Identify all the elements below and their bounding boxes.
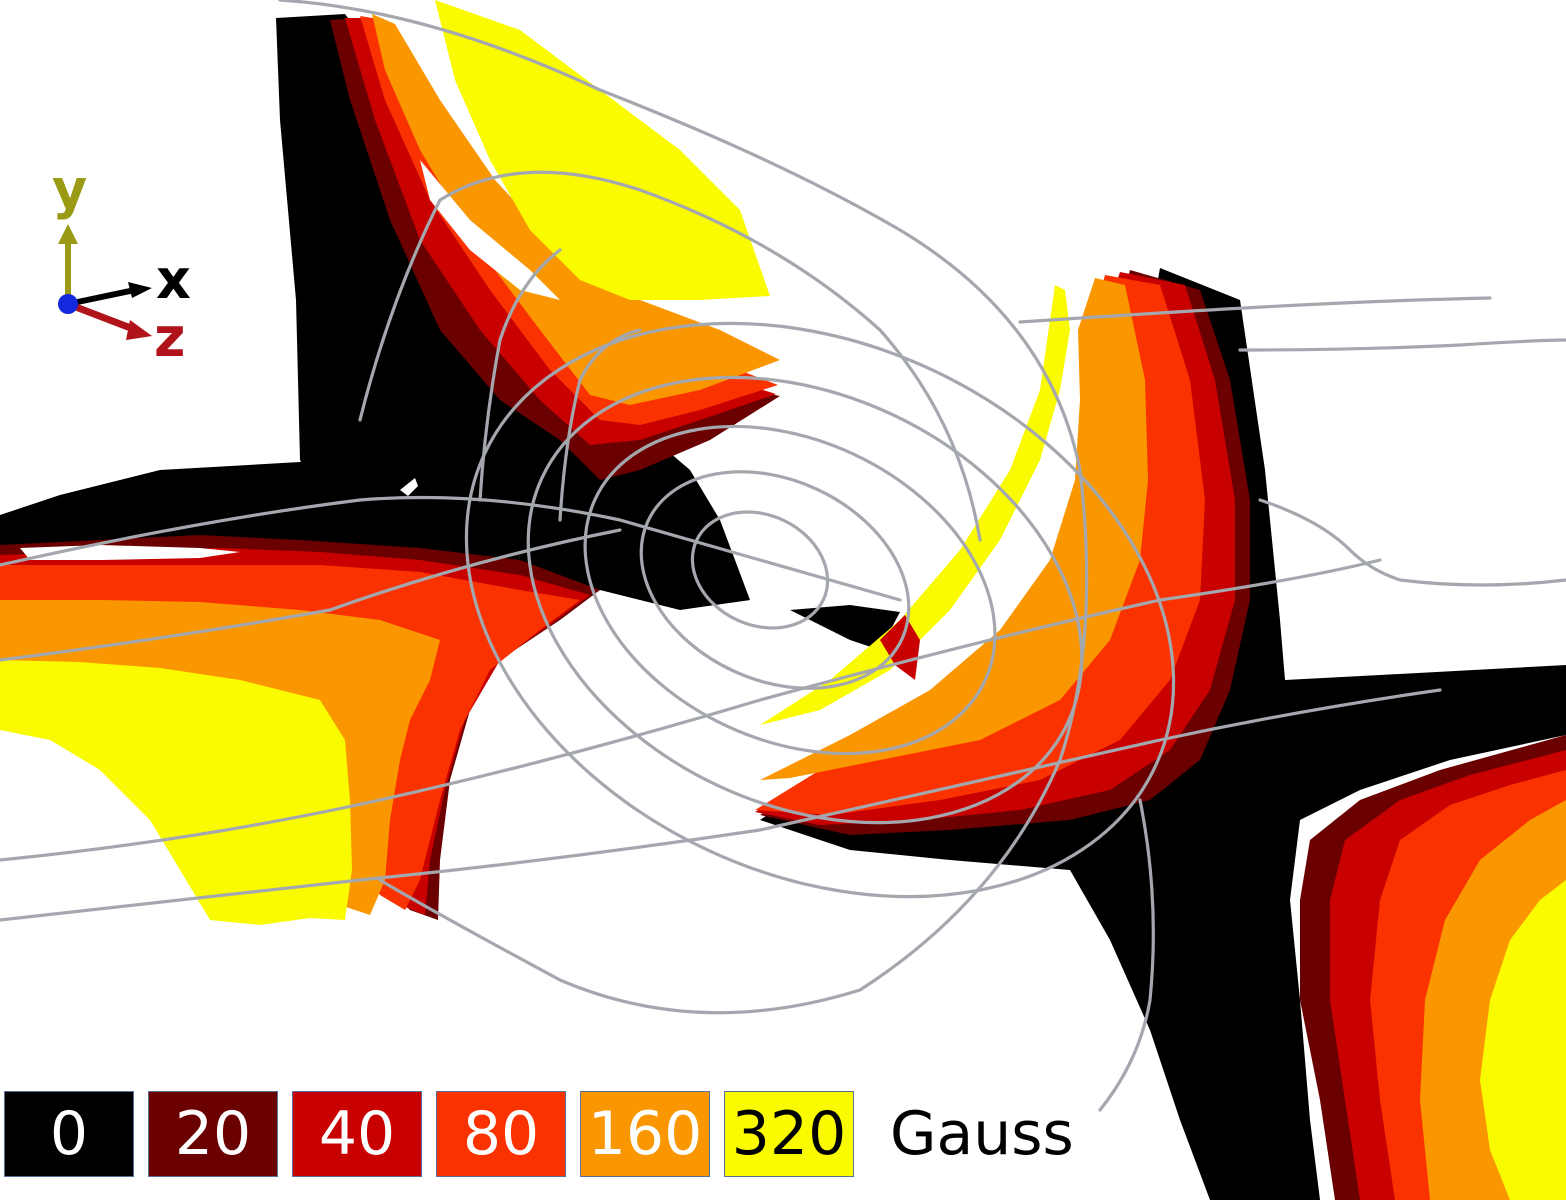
field-line-right-4 (1098, 798, 1155, 1112)
legend-unit-label: Gauss (890, 1099, 1074, 1169)
field-line-outer-2 (358, 170, 982, 542)
field-line-horizontal-2 (0, 528, 622, 662)
left-horizontal-yellow (0, 660, 352, 925)
left-vertical-orange (372, 14, 780, 405)
left-vertical-yellow (435, 0, 770, 300)
center-black-tip-right (790, 605, 900, 650)
field-line-right-3 (1258, 498, 1566, 587)
field-lines (0, 0, 1566, 1112)
field-line-horizontal-1 (0, 495, 902, 602)
z-axis-arrow (66, 300, 138, 334)
left-sheet-notch (400, 478, 418, 496)
axes-origin-dot (58, 294, 78, 314)
left-vertical-white-gap (420, 160, 560, 300)
legend-swatch-40: 40 (292, 1091, 422, 1177)
field-line-ring-4 (526, 375, 1084, 825)
legend-swatch-160: 160 (580, 1091, 710, 1177)
legend-label-80: 80 (462, 1099, 540, 1169)
x-axis-label: x (156, 248, 191, 311)
legend-label-320: 320 (731, 1099, 847, 1169)
axes-triad: y x z (52, 158, 191, 369)
legend-label-0: 0 (49, 1099, 89, 1169)
legend-label-160: 160 (587, 1099, 703, 1169)
field-line-ring-3 (583, 424, 997, 756)
color-legend: 0 20 40 80 160 320 Gauss (4, 1090, 1074, 1178)
legend-swatch-320: 320 (724, 1091, 854, 1177)
right-curved-sheet (755, 268, 1566, 1200)
field-line-horizontal-3 (0, 558, 1382, 862)
field-line-horizontal-4 (0, 688, 1442, 922)
center-black-tip-left (620, 545, 750, 608)
legend-label-40: 40 (318, 1099, 396, 1169)
y-axis-label: y (52, 158, 87, 221)
z-axis-arrowhead (126, 320, 152, 340)
field-line-left-vertical-2 (558, 328, 642, 522)
legend-swatch-20: 20 (148, 1091, 278, 1177)
x-axis-arrow (67, 287, 136, 307)
lower-right-sheet (1300, 735, 1566, 1200)
z-axis-label: z (154, 306, 185, 369)
left-horizontal-sheet (0, 450, 750, 925)
x-axis-arrowhead (128, 282, 152, 298)
field-line-outer-1 (278, 0, 1089, 1015)
right-curved-inner-red (880, 615, 920, 680)
field-line-left-vertical (478, 248, 562, 502)
legend-swatch-0: 0 (4, 1091, 134, 1177)
y-axis-arrowhead (58, 224, 78, 244)
field-line-ring-2 (639, 470, 911, 690)
legend-label-20: 20 (174, 1099, 252, 1169)
right-curved-orange (760, 278, 1148, 780)
legend-swatch-80: 80 (436, 1091, 566, 1177)
field-line-right-2 (1238, 338, 1566, 352)
lower-right-yellow (1480, 880, 1566, 1200)
field-line-right-1 (1018, 296, 1492, 324)
